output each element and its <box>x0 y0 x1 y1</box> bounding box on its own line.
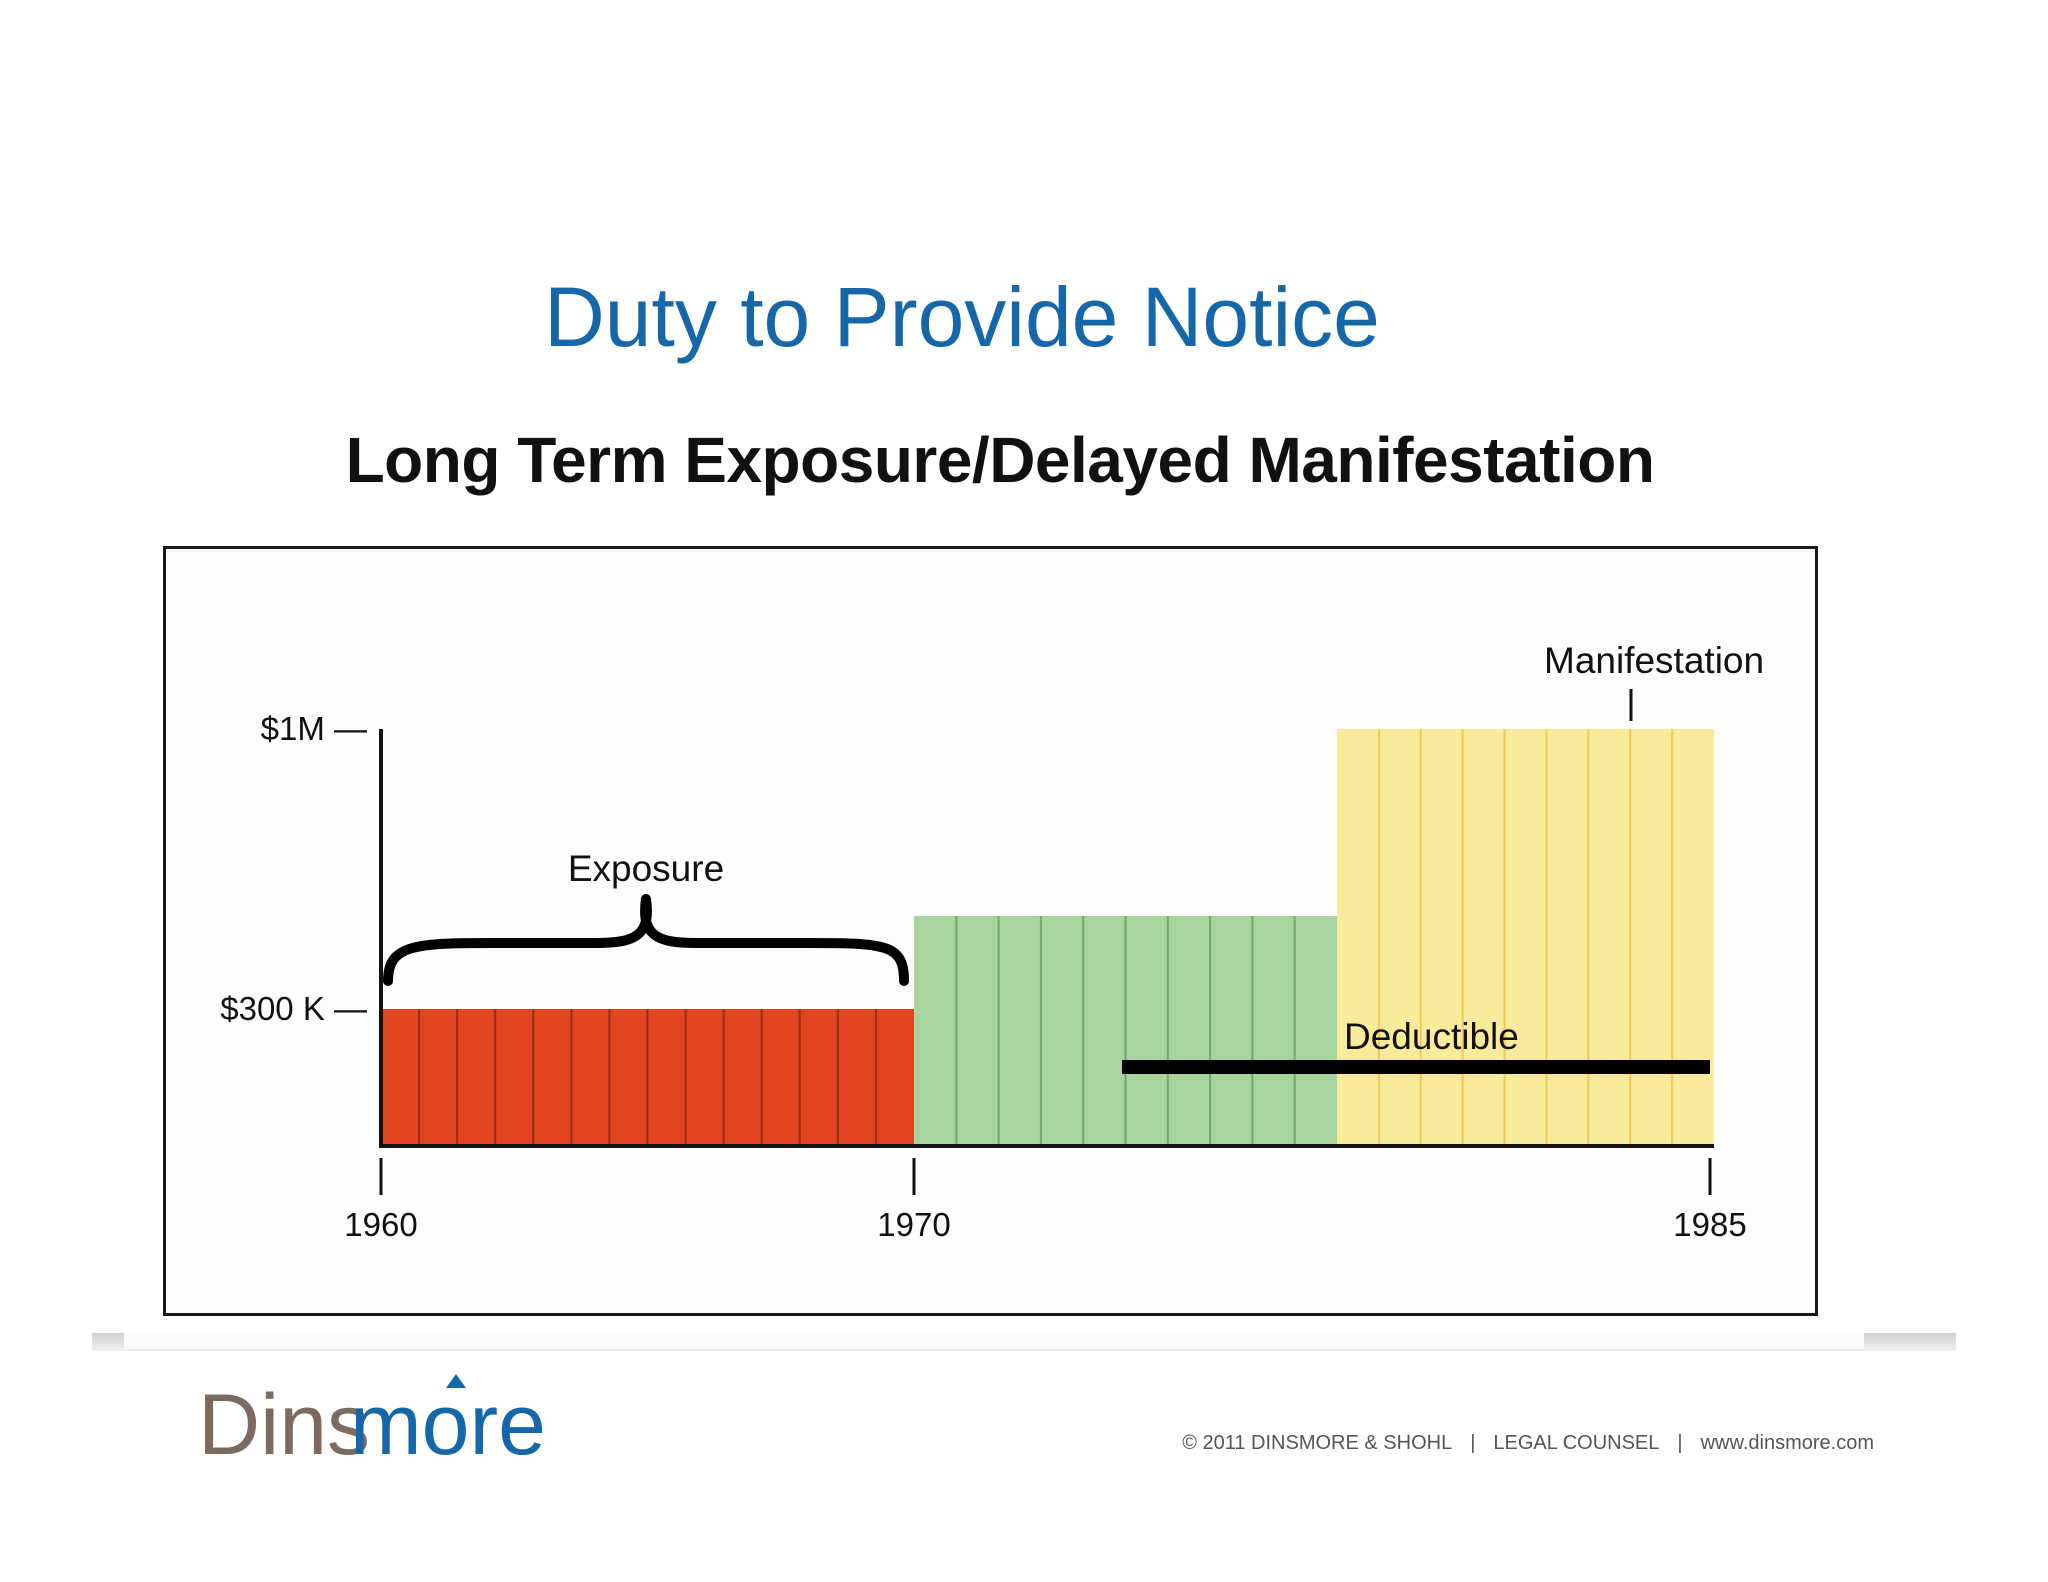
x-label-1970: 1970 <box>877 1206 950 1243</box>
logo-text-blue: more <box>350 1377 546 1466</box>
footer-divider-inner <box>124 1333 1864 1349</box>
footer-separator: | <box>1677 1432 1683 1454</box>
footer-separator: | <box>1470 1432 1476 1454</box>
logo-text-dark: Dins <box>198 1377 370 1466</box>
x-label-1985: 1985 <box>1673 1206 1746 1243</box>
footer-counsel: LEGAL COUNSEL <box>1493 1432 1660 1454</box>
manifestation-block <box>1337 729 1714 1146</box>
diagram-frame: $1M — $300 K — 1960 1970 1985 Exposure D… <box>163 546 1818 1316</box>
exposure-block-stripes <box>418 1009 877 1146</box>
dinsmore-logo: Dins more <box>198 1374 546 1466</box>
x-label-1960: 1960 <box>344 1206 417 1243</box>
footer-copyright: © 2011 DINSMORE & SHOHL <box>1182 1432 1453 1454</box>
footer-text: © 2011 DINSMORE & SHOHL | LEGAL COUNSEL | ww… <box>1182 1432 1874 1455</box>
manifestation-block-stripes <box>1377 729 1674 1146</box>
logo-drop-icon <box>446 1374 466 1388</box>
y-label-1m: $1M — <box>261 710 367 747</box>
exposure-brace <box>383 894 909 986</box>
slide-title: Duty to Provide Notice <box>544 270 1380 364</box>
deductible-label: Deductible <box>1344 1016 1519 1057</box>
y-label-300k: $300 K — <box>220 990 367 1027</box>
middle-block-stripes <box>955 916 1296 1146</box>
exposure-label: Exposure <box>568 848 724 889</box>
figure-title: Long Term Exposure/Delayed Manifestation <box>345 424 1655 496</box>
timeline-diagram: $1M — $300 K — 1960 1970 1985 Exposure D… <box>220 640 1764 1243</box>
manifestation-label: Manifestation <box>1544 640 1764 681</box>
footer-website[interactable]: www.dinsmore.com <box>1700 1432 1874 1454</box>
